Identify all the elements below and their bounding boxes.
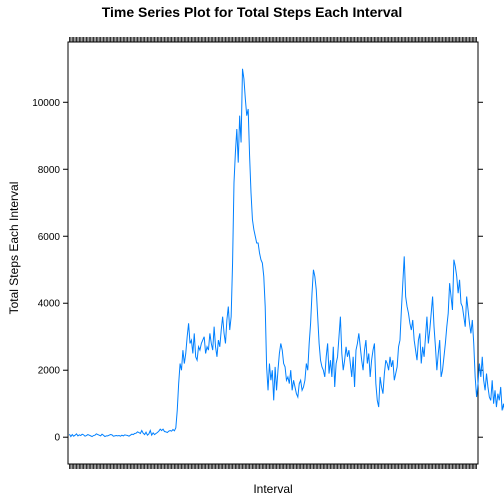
y-tick-label-4: 8000 — [38, 165, 61, 176]
y-axis-ticks: 0 2000 4000 6000 8000 10000 — [32, 98, 483, 444]
y-tick-label-2: 4000 — [38, 299, 61, 310]
chart-title: Time Series Plot for Total Steps Each In… — [102, 4, 403, 20]
y-axis-label: Total Steps Each Interval — [7, 182, 21, 315]
y-tick-label-3: 6000 — [38, 232, 61, 243]
y-tick-label-5: 10000 — [32, 98, 60, 109]
plot-frame — [67, 41, 479, 465]
x-axis-label: Interval — [253, 482, 292, 496]
x-axis-ticks — [69, 37, 477, 469]
y-tick-label-0: 0 — [54, 433, 60, 444]
y-tick-label-1: 2000 — [38, 366, 61, 377]
series-line — [68, 68, 504, 438]
